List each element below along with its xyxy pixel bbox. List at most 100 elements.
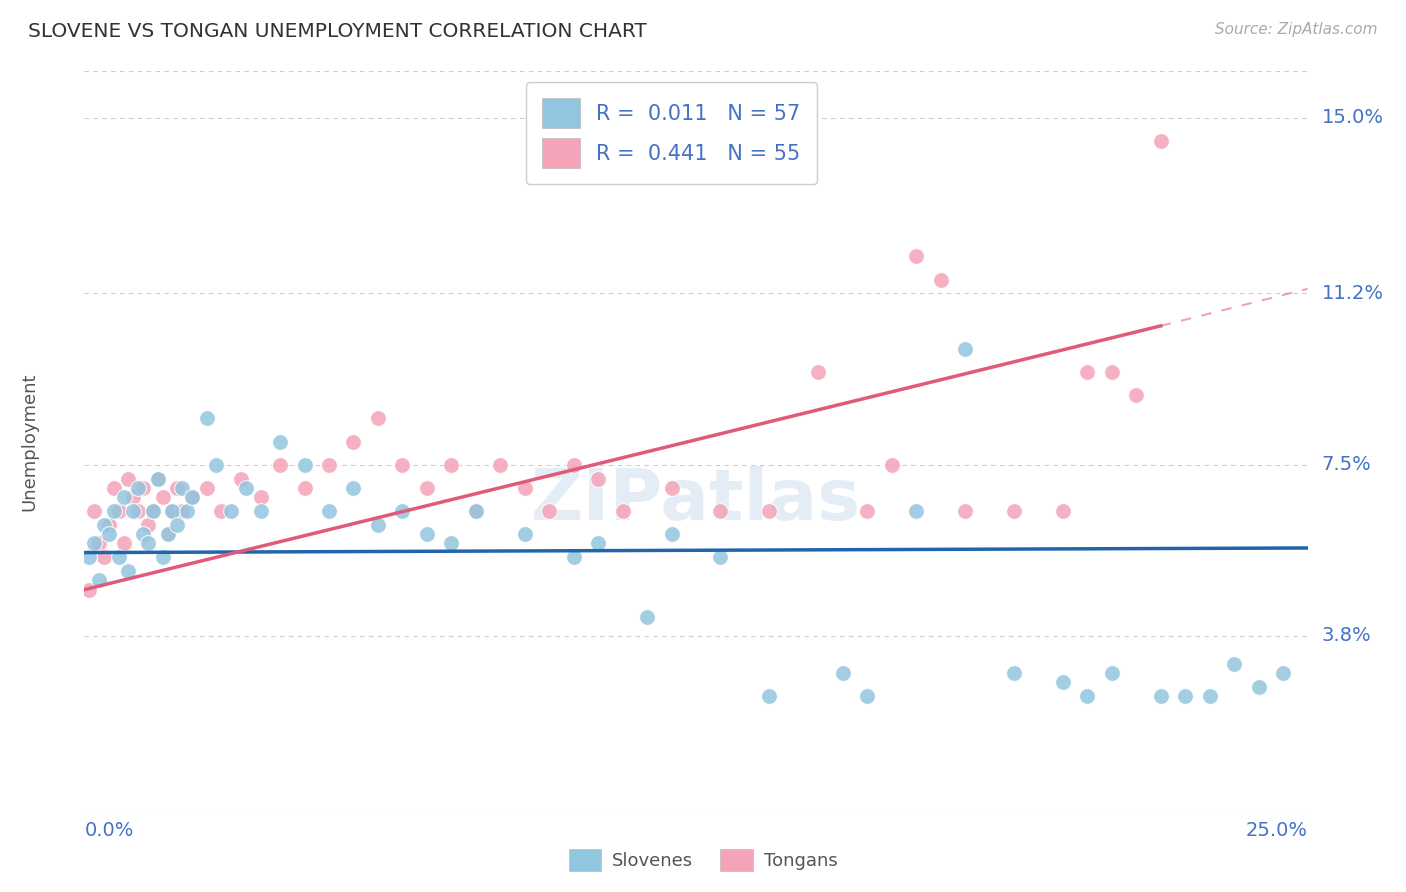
Text: 15.0%: 15.0%: [1322, 108, 1384, 128]
Point: [1101, 665, 1123, 680]
Point: [229, 471, 252, 485]
Point: [586, 471, 609, 485]
Point: [440, 458, 463, 472]
Point: [318, 504, 340, 518]
Point: [1052, 675, 1074, 690]
Point: [391, 458, 413, 472]
Point: [269, 458, 291, 472]
Point: [831, 665, 853, 680]
Point: [93, 550, 115, 565]
Point: [176, 504, 198, 518]
Point: [162, 504, 184, 518]
Point: [367, 517, 389, 532]
Point: [709, 504, 731, 518]
Point: [87, 536, 110, 550]
Point: [880, 458, 903, 472]
Point: [146, 471, 169, 485]
Point: [318, 458, 340, 472]
Point: [107, 504, 129, 518]
Point: [219, 504, 242, 518]
Point: [249, 490, 271, 504]
Point: [146, 471, 169, 485]
Point: [136, 536, 159, 550]
Text: 25.0%: 25.0%: [1246, 821, 1308, 839]
Point: [112, 536, 135, 550]
Point: [1272, 665, 1295, 680]
Point: [235, 481, 257, 495]
Point: [464, 504, 486, 518]
Point: [166, 517, 188, 532]
Point: [107, 550, 129, 565]
Point: [953, 504, 976, 518]
Point: [562, 458, 585, 472]
Point: [612, 504, 634, 518]
Point: [807, 365, 830, 379]
Point: [1002, 665, 1025, 680]
Text: 3.8%: 3.8%: [1322, 626, 1371, 646]
Point: [586, 536, 609, 550]
Point: [156, 527, 179, 541]
Point: [416, 481, 439, 495]
Point: [83, 504, 105, 518]
Point: [93, 517, 115, 532]
Point: [367, 411, 389, 425]
Point: [195, 411, 218, 425]
Legend: R =  0.011   N = 57, R =  0.441   N = 55: R = 0.011 N = 57, R = 0.441 N = 55: [526, 82, 817, 185]
Point: [181, 490, 204, 504]
Point: [132, 527, 155, 541]
Point: [1052, 504, 1074, 518]
Point: [112, 490, 135, 504]
Point: [856, 689, 879, 703]
Point: [269, 434, 291, 449]
Point: [294, 458, 316, 472]
Point: [117, 471, 139, 485]
Point: [122, 490, 145, 504]
Point: [758, 689, 780, 703]
Point: [1002, 504, 1025, 518]
Point: [142, 504, 165, 518]
Point: [489, 458, 512, 472]
Point: [87, 574, 110, 588]
Point: [122, 504, 145, 518]
Point: [464, 504, 486, 518]
Point: [1076, 365, 1098, 379]
Point: [562, 550, 585, 565]
Point: [117, 564, 139, 578]
Point: [103, 504, 125, 518]
Text: Unemployment: Unemployment: [20, 372, 38, 511]
Point: [77, 582, 100, 597]
Point: [905, 504, 928, 518]
Point: [294, 481, 316, 495]
Text: 7.5%: 7.5%: [1322, 455, 1371, 475]
Point: [513, 481, 536, 495]
Point: [856, 504, 879, 518]
Point: [1174, 689, 1197, 703]
Point: [1101, 365, 1123, 379]
Point: [1076, 689, 1098, 703]
Text: 0.0%: 0.0%: [84, 821, 134, 839]
Point: [636, 610, 658, 624]
Point: [538, 504, 561, 518]
Point: [97, 527, 120, 541]
Point: [127, 504, 149, 518]
Point: [195, 481, 218, 495]
Point: [1150, 689, 1173, 703]
Point: [1198, 689, 1220, 703]
Point: [1247, 680, 1270, 694]
Text: 11.2%: 11.2%: [1322, 284, 1384, 303]
Point: [905, 250, 928, 264]
Point: [103, 481, 125, 495]
Point: [152, 490, 174, 504]
Point: [709, 550, 731, 565]
Point: [249, 504, 271, 518]
Point: [391, 504, 413, 518]
Point: [929, 272, 952, 286]
Point: [152, 550, 174, 565]
Point: [1125, 388, 1147, 402]
Point: [661, 527, 683, 541]
Text: ZIPatlas: ZIPatlas: [531, 467, 860, 535]
Text: Source: ZipAtlas.com: Source: ZipAtlas.com: [1215, 22, 1378, 37]
Point: [132, 481, 155, 495]
Point: [1150, 134, 1173, 148]
Point: [416, 527, 439, 541]
